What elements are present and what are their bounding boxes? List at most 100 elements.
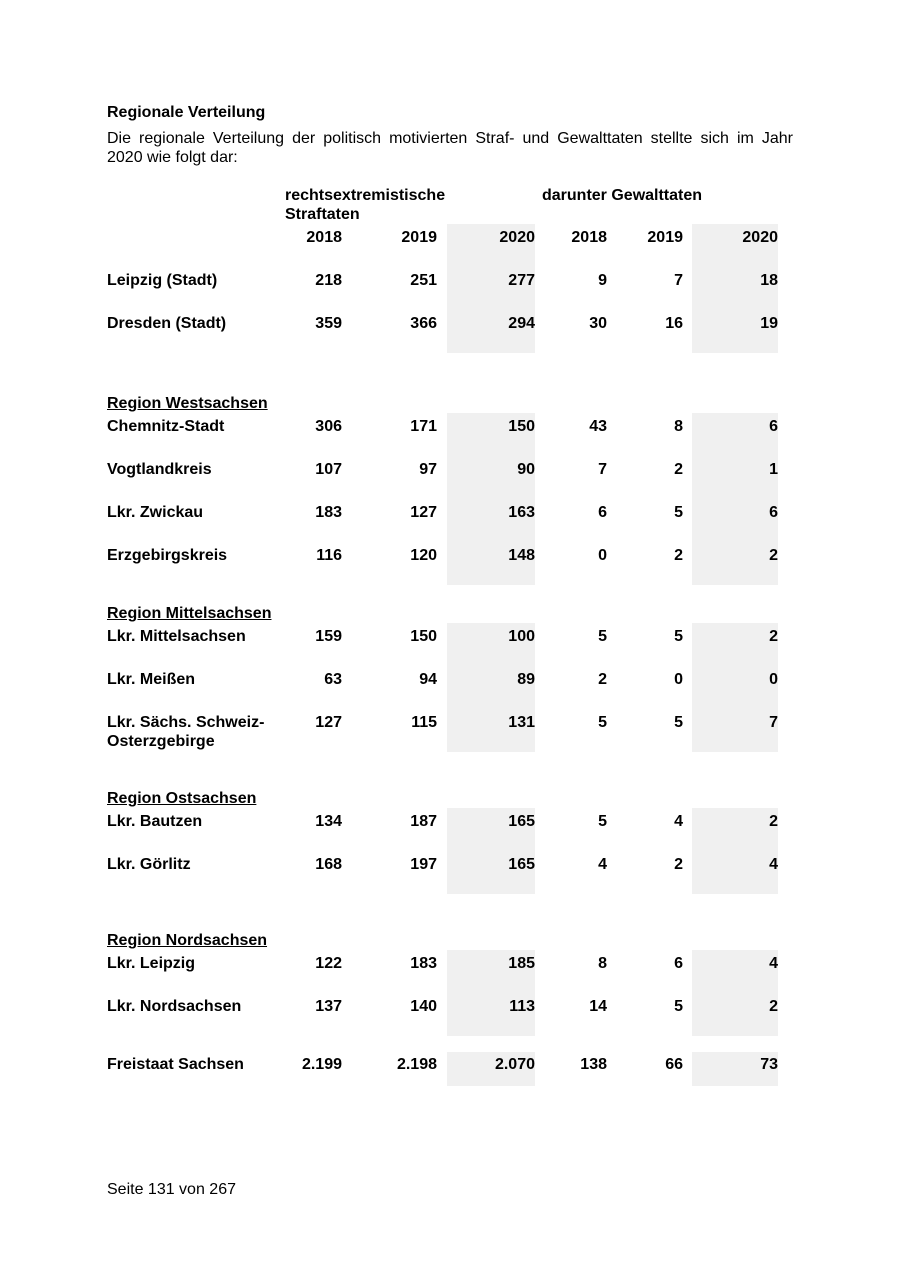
year-header-cell: 2020 [692,224,778,267]
value-cell: 5 [598,714,607,731]
column-spacer [683,993,692,1036]
value-cell: 137 [315,998,342,1015]
value-cell: 18 [692,267,778,310]
value-cell: 5 [674,714,683,731]
value-cell: 5 [674,628,683,645]
column-spacer [437,666,447,709]
value-cell: 359 [315,315,342,332]
value-cell: 94 [419,671,437,688]
value-cell: 66 [665,1056,683,1073]
row-label: Lkr. Nordsachsen [107,998,242,1015]
value-cell: 100 [447,623,535,666]
value-cell: 2.070 [447,1052,535,1086]
column-spacer [437,267,447,310]
value-cell: 165 [447,808,535,851]
value-cell: 2 [674,461,683,478]
column-spacer [683,310,692,353]
table-row: Vogtlandkreis 107 97 90 7 2 1 [107,456,778,499]
column-spacer [683,808,692,851]
table-row: Lkr. Meißen 63 94 89 2 0 0 [107,666,778,709]
row-label: Lkr. Bautzen [107,813,203,830]
column-spacer [683,267,692,310]
table-group-headers: rechtsextremistische Straftaten darunter… [107,186,793,224]
value-cell: 4 [598,856,607,873]
value-cell: 148 [447,542,535,585]
intro-paragraph-line-1: Die regionale Verteilung der politisch m… [107,130,793,147]
value-cell: 306 [315,418,342,435]
data-table: Lkr. Mittelsachsen 159 150 100 5 5 2 Lkr. Meiße… [107,623,778,752]
intro-paragraph-line-2: 2020 wie folgt dar: [107,149,238,166]
group-header-straftaten: rechtsextremistische Straftaten [285,187,446,223]
value-cell: 6 [598,504,607,521]
data-table: Lkr. Leipzig 122 183 185 8 6 4 Lkr. Nordsachsen… [107,950,778,1036]
value-cell: 187 [410,813,437,830]
value-cell: 140 [410,998,437,1015]
row-label: Lkr. Zwickau [107,504,204,521]
value-cell: 89 [447,666,535,709]
total-row: Freistaat Sachsen 2.199 2.198 2.070 138 66 73 [107,1052,778,1086]
value-cell: 165 [447,851,535,894]
value-cell: 116 [316,547,342,564]
page-number: Seite 131 von 267 [107,1181,236,1198]
value-cell: 2 [692,808,778,851]
year-header-cell: 2018 [306,229,342,246]
column-spacer [683,224,692,267]
value-cell: 7 [598,461,607,478]
column-spacer [437,808,447,851]
table-row: Lkr. Leipzig 122 183 185 8 6 4 [107,950,778,993]
value-cell: 113 [447,993,535,1036]
value-cell: 2 [692,542,778,585]
column-spacer [683,499,692,542]
value-cell: 294 [447,310,535,353]
value-cell: 185 [447,950,535,993]
value-cell: 0 [692,666,778,709]
value-cell: 150 [410,628,437,645]
table-row: Lkr. Mittelsachsen 159 150 100 5 5 2 [107,623,778,666]
column-spacer [683,542,692,585]
column-spacer [683,709,692,752]
value-cell: 0 [598,547,607,564]
section-heading: Region Nordsachsen [107,932,268,949]
value-cell: 0 [674,671,683,688]
row-label: Lkr. Leipzig [107,955,196,972]
value-cell: 115 [411,714,437,731]
row-label: Lkr. Sächs. Schweiz-Osterzgebirge [107,714,265,750]
value-cell: 43 [589,418,607,435]
value-cell: 5 [674,998,683,1015]
year-header-cell: 2020 [447,224,535,267]
data-table: Chemnitz-Stadt 306 171 150 43 8 6 Vogtlandkreis… [107,413,778,585]
value-cell: 30 [589,315,607,332]
value-cell: 127 [315,714,342,731]
data-table: Freistaat Sachsen 2.199 2.198 2.070 138 66 73 [107,1052,778,1086]
data-table: 2018 2019 2020 2018 2019 2020 Leipzig (Stadt) 2… [107,224,778,353]
table-row: Lkr. Görlitz 168 197 165 4 2 4 [107,851,778,894]
value-cell: 5 [598,813,607,830]
value-cell: 8 [674,418,683,435]
column-spacer [437,542,447,585]
page-title: Regionale Verteilung [107,104,266,121]
value-cell: 159 [315,628,342,645]
column-spacer [683,1052,692,1086]
year-header-cell: 2019 [401,229,437,246]
column-spacer [683,851,692,894]
value-cell: 4 [692,851,778,894]
value-cell: 277 [447,267,535,310]
value-cell: 6 [674,955,683,972]
column-spacer [683,950,692,993]
table-row: Chemnitz-Stadt 306 171 150 43 8 6 [107,413,778,456]
row-label: Vogtlandkreis [107,461,212,478]
column-spacer [683,456,692,499]
value-cell: 2 [674,547,683,564]
value-cell: 197 [410,856,437,873]
table-row: Lkr. Zwickau 183 127 163 6 5 6 [107,499,778,542]
column-spacer [437,499,447,542]
value-cell: 9 [598,272,607,289]
value-cell: 1 [692,456,778,499]
table-row: Lkr. Nordsachsen 137 140 113 14 5 2 [107,993,778,1036]
value-cell: 183 [315,504,342,521]
data-table: Lkr. Bautzen 134 187 165 5 4 2 Lkr. Görlitz 168 1… [107,808,778,894]
value-cell: 138 [580,1056,607,1073]
column-spacer [437,709,447,752]
regional-table-area: 2018 2019 2020 2018 2019 2020 Leipzig (Stadt) 2… [107,224,793,1086]
value-cell: 2 [692,993,778,1036]
